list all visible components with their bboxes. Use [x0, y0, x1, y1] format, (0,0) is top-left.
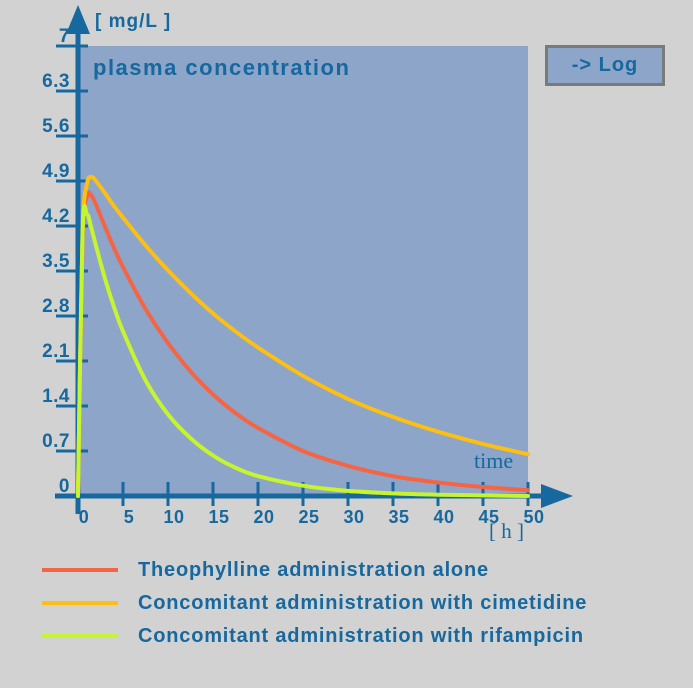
log-scale-button[interactable]: -> Log: [545, 45, 665, 86]
x-tick-label: 5: [124, 507, 135, 527]
chart-title: plasma concentration: [93, 55, 351, 80]
y-axis-arrow-icon: [66, 5, 90, 34]
y-tick-label: 7: [59, 26, 70, 47]
legend-item: Theophylline administration alone: [42, 558, 489, 582]
y-tick-label: 0.7: [42, 431, 70, 452]
x-tick-label: 45: [478, 507, 499, 527]
log-button-label: -> Log: [571, 54, 639, 76]
legend-label: Theophylline administration alone: [138, 558, 489, 581]
x-tick-label: 0: [79, 507, 90, 527]
y-tick-label: 0: [59, 476, 70, 497]
y-tick-label: 2.8: [42, 296, 70, 317]
plot-area: [80, 46, 528, 496]
x-tick-label: 10: [163, 507, 184, 527]
legend-item: Concomitant administration with cimetidi…: [42, 591, 587, 615]
series-curve: [76, 203, 530, 498]
y-tick-label: 1.4: [42, 386, 70, 407]
x-tick-label: 15: [208, 507, 229, 527]
x-tick-label: 25: [298, 507, 319, 527]
x-tick-label: 30: [343, 507, 364, 527]
x-axis-arrow-icon: [541, 484, 573, 508]
x-tick-label: 50: [523, 507, 544, 527]
y-tick-label: 2.1: [42, 341, 70, 362]
x-axis-unit-label: [ h ]: [489, 519, 524, 543]
x-axis-name-label: time: [474, 448, 514, 473]
y-axis-unit-label: [ mg/L ]: [95, 11, 172, 32]
y-tick-label: 6.3: [42, 71, 70, 92]
legend-line-rifampicin: [42, 634, 118, 638]
x-tick-label: 40: [433, 507, 454, 527]
series-curve: [76, 190, 530, 498]
y-tick-label: 3.5: [42, 251, 70, 272]
series-curve: [76, 175, 530, 498]
legend-line-theophylline: [42, 568, 118, 572]
legend-line-cimetidine: [42, 601, 118, 605]
y-tick-label: 4.2: [42, 206, 70, 227]
y-tick-label: 4.9: [42, 161, 70, 182]
x-tick-label: 35: [388, 507, 409, 527]
x-tick-label: 20: [253, 507, 274, 527]
y-tick-label: 5.6: [42, 116, 70, 137]
legend-label: Concomitant administration with cimetidi…: [138, 591, 588, 614]
legend-label: Concomitant administration with rifampic…: [138, 624, 584, 647]
legend-item: Concomitant administration with rifampic…: [42, 624, 584, 648]
